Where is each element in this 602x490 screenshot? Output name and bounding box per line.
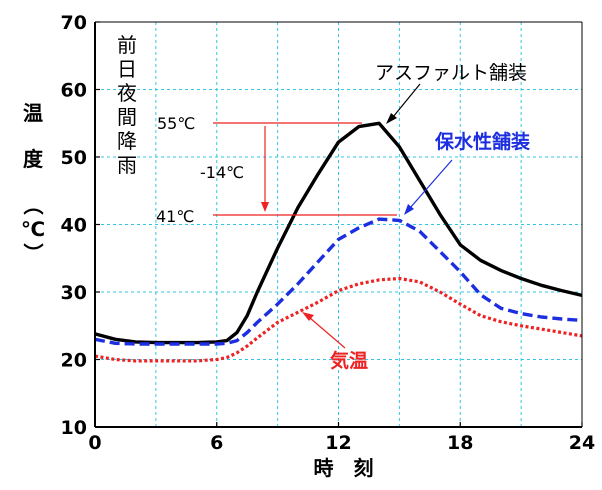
- note-char: 前: [117, 33, 137, 57]
- y-tick-label: 20: [61, 350, 87, 372]
- permeable-pointer-head: [404, 204, 414, 215]
- air-temp-series-label: 気温: [330, 349, 368, 372]
- y-tick-label: 60: [61, 80, 87, 102]
- note-char: 夜: [117, 81, 137, 105]
- y-tick-label: 70: [61, 12, 87, 34]
- note-char: 日: [117, 57, 137, 81]
- peak-asphalt-label: 55℃: [157, 114, 195, 133]
- x-tick-label: 24: [569, 432, 595, 454]
- y-axis-label-char: （: [21, 195, 45, 215]
- asphalt-series-label: アスファルト舗装: [375, 62, 527, 84]
- y-axis-label-char: 度: [23, 147, 44, 171]
- permeable-series-label: 保水性舗装: [434, 130, 530, 153]
- x-axis-label: 時 刻: [314, 456, 374, 480]
- x-tick-label: 6: [210, 432, 223, 454]
- difference-label: -14℃: [200, 163, 244, 182]
- x-tick-label: 18: [447, 432, 473, 454]
- series-line-0: [94, 121, 583, 345]
- y-tick-label: 40: [61, 215, 87, 237]
- air-pointer-head: [302, 312, 314, 321]
- note-char: 間: [117, 105, 137, 129]
- frame-layer: 10 20 30 40 50 60 70 0 6 12 18 24 時 刻 温度 （℃）: [21, 12, 595, 480]
- y-axis-label-char: ）: [21, 243, 45, 263]
- difference-arrow-head: [261, 202, 269, 212]
- air-pointer-line: [309, 317, 346, 349]
- note-char: 雨: [117, 153, 137, 177]
- y-tick-label: 10: [61, 417, 87, 439]
- asphalt-pointer-head: [386, 113, 397, 124]
- y-axis-label-char: 温: [23, 101, 43, 125]
- series-line-1: [94, 217, 583, 346]
- x-tick-label: 12: [325, 432, 351, 454]
- series-layer: [94, 121, 583, 363]
- x-tick-label: 0: [88, 432, 101, 454]
- y-tick-label: 50: [61, 147, 87, 169]
- asphalt-pointer-line: [392, 83, 421, 118]
- y-tick-label: 30: [61, 282, 87, 304]
- permeable-pointer-line: [409, 159, 453, 209]
- note-char: 降: [117, 129, 137, 153]
- series-line-2: [94, 276, 583, 363]
- peak-permeable-label: 41℃: [156, 207, 194, 226]
- annotation-layer: 55℃ -14℃ 41℃ アスファルト舗装 保水性舗装 気温: [156, 62, 530, 372]
- y-axis-label-char: ℃: [21, 217, 45, 241]
